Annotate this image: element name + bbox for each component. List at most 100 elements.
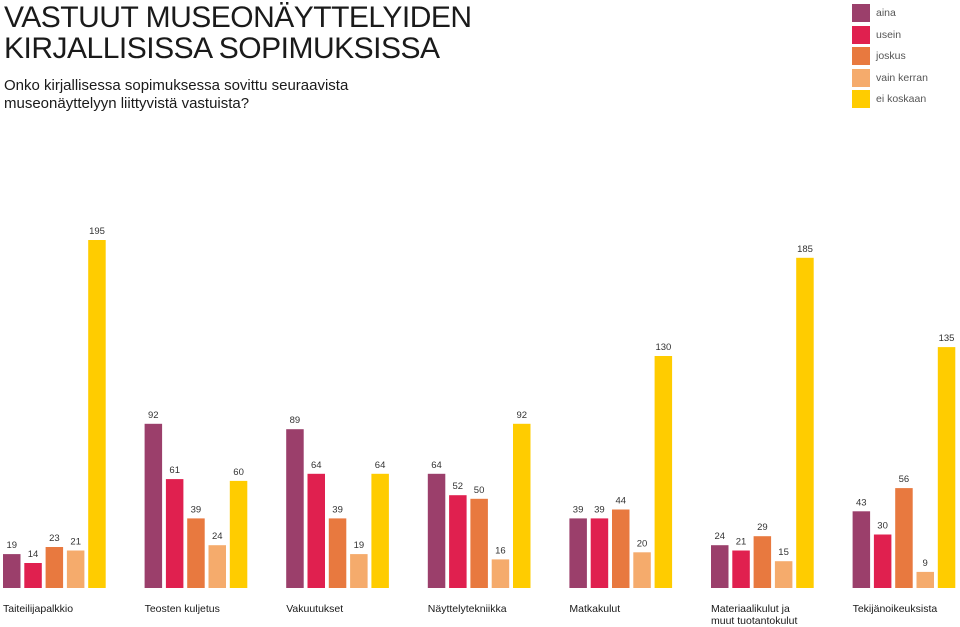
legend-swatch (852, 47, 870, 65)
bar-value-label: 89 (290, 415, 301, 426)
bar (873, 534, 892, 588)
bar-value-label: 39 (332, 504, 343, 515)
bar (569, 518, 587, 588)
chart-title: VASTUUT MUSEONÄYTTELYIDEN KIRJALLISISSA … (4, 2, 604, 64)
bar-value-label: 130 (655, 342, 671, 353)
bar-value-label: 24 (715, 531, 726, 542)
bar-value-label: 52 (453, 481, 464, 492)
legend-label: usein (876, 28, 902, 41)
bar (513, 423, 531, 588)
legend-item: aina (852, 4, 960, 22)
bar-value-label: 39 (594, 504, 605, 515)
category-label-line: Taiteilijapalkkio (3, 603, 74, 615)
bar (796, 257, 814, 588)
legend-item: usein (852, 25, 960, 44)
bar (144, 423, 163, 588)
bar-value-label: 185 (797, 244, 813, 255)
legend-swatch (852, 68, 870, 87)
bar (328, 518, 347, 588)
bar-value-label: 60 (233, 467, 244, 478)
bar-value-label: 56 (899, 474, 910, 485)
category-label: Teosten kuljetus (145, 603, 285, 615)
bar (3, 554, 21, 588)
bar (732, 550, 750, 588)
category-label: Vakuutukset (286, 603, 426, 615)
bar (286, 429, 304, 588)
bar-value-label: 21 (736, 537, 747, 548)
bar-value-label: 23 (49, 533, 60, 544)
bar-value-label: 20 (637, 538, 648, 549)
category-label-line: Matkakulut (569, 603, 621, 615)
category-label-line: Vakuutukset (286, 603, 344, 615)
bar (654, 356, 673, 588)
bar-value-label: 61 (169, 465, 180, 476)
bar (165, 479, 184, 588)
bar (427, 473, 446, 588)
bar (491, 559, 510, 588)
category-label-line: Teosten kuljetus (144, 603, 220, 615)
category-label-line: Tekijänoikeuksista (852, 603, 938, 615)
bar (350, 554, 368, 588)
bar-value-label: 92 (148, 410, 159, 421)
category-label: Näyttelytekniikka (428, 603, 568, 615)
bar-value-label: 19 (354, 540, 365, 551)
bar-value-label: 14 (28, 549, 39, 560)
bar (66, 550, 85, 588)
bar (208, 545, 226, 588)
bar-value-label: 92 (517, 410, 528, 421)
legend-label: ei koskaan (876, 93, 927, 105)
legend-swatch (852, 4, 870, 22)
legend-item: ei koskaan (852, 90, 960, 108)
legend-label: aina (876, 7, 896, 19)
bar-value-label: 15 (778, 547, 789, 558)
bar-value-label: 64 (431, 460, 442, 471)
bar-value-label: 29 (757, 522, 768, 533)
bar-value-label: 24 (212, 531, 223, 542)
bar (753, 536, 772, 588)
legend-swatch (852, 90, 870, 108)
bar-value-label: 64 (311, 460, 322, 471)
bar (187, 518, 205, 588)
bar (88, 240, 106, 588)
chart-title-line-1: VASTUUT MUSEONÄYTTELYIDEN (4, 1, 472, 34)
bar (371, 473, 389, 588)
category-label-line: muut tuotantokulut (711, 615, 798, 627)
chart-subtitle-line-2: museonäyttelyyn liittyvistä vastuista? (4, 95, 250, 112)
bar (449, 495, 467, 588)
bar-value-label: 44 (616, 496, 627, 507)
chart-subtitle-line-1: Onko kirjallisessa sopimuksessa sovittu … (4, 77, 349, 94)
bar (937, 347, 956, 588)
category-label: Matkakulut (569, 603, 709, 615)
bar-value-label: 195 (89, 226, 105, 237)
bar (633, 552, 651, 588)
bar-value-label: 50 (474, 485, 485, 496)
bar-value-label: 19 (7, 540, 18, 551)
bar (307, 473, 325, 588)
bar-value-label: 43 (856, 497, 867, 508)
category-label: Taiteilijapalkkio (3, 603, 143, 615)
legend-label: joskus (876, 50, 906, 62)
legend-swatch (852, 25, 870, 44)
category-label: Materiaalikulut ja muut tuotantokulut (711, 603, 851, 627)
bar (852, 511, 871, 588)
category-label-line: Näyttelytekniikka (427, 603, 507, 615)
bar (612, 509, 630, 588)
bar (711, 545, 729, 588)
bar (470, 498, 488, 588)
chart-legend: aina usein joskus vain kerran ei koskaan (852, 4, 960, 112)
bar (895, 488, 913, 588)
bar (229, 480, 248, 588)
bar-value-label: 39 (573, 504, 584, 515)
bar (774, 561, 793, 588)
legend-item: vain kerran (852, 68, 960, 87)
bar-value-label: 30 (877, 521, 888, 532)
bar (590, 518, 609, 588)
bar-value-label: 39 (191, 504, 202, 515)
bar-value-label: 16 (495, 545, 506, 556)
bar-value-label: 64 (375, 460, 386, 471)
chart-title-line-2: KIRJALLISISSA SOPIMUKSISSA (4, 32, 440, 65)
category-label-line: Materiaalikulut ja (711, 603, 790, 615)
bar-value-label: 135 (939, 333, 955, 344)
legend-item: joskus (852, 47, 960, 65)
bar (916, 571, 934, 588)
